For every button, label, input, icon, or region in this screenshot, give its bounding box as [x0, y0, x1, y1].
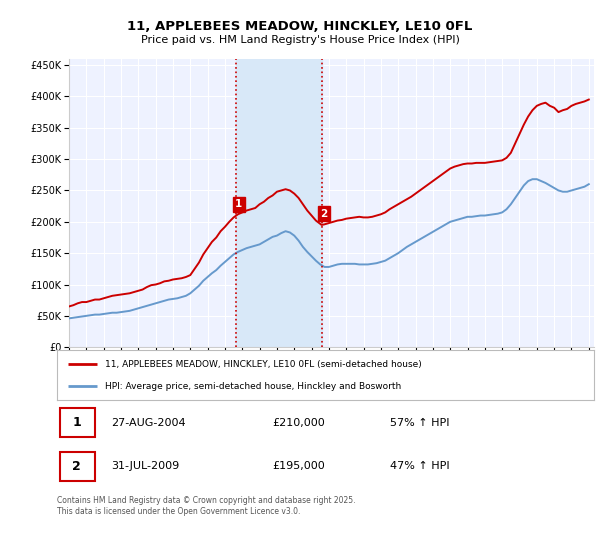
Text: 47% ↑ HPI: 47% ↑ HPI	[390, 461, 449, 472]
Text: 11, APPLEBEES MEADOW, HINCKLEY, LE10 0FL: 11, APPLEBEES MEADOW, HINCKLEY, LE10 0FL	[127, 20, 473, 32]
Text: £210,000: £210,000	[272, 418, 325, 427]
FancyBboxPatch shape	[59, 451, 95, 482]
Text: 2: 2	[73, 460, 81, 473]
Text: Contains HM Land Registry data © Crown copyright and database right 2025.
This d: Contains HM Land Registry data © Crown c…	[57, 496, 355, 516]
Text: 31-JUL-2009: 31-JUL-2009	[111, 461, 179, 472]
Text: 11, APPLEBEES MEADOW, HINCKLEY, LE10 0FL (semi-detached house): 11, APPLEBEES MEADOW, HINCKLEY, LE10 0FL…	[106, 360, 422, 368]
Text: 57% ↑ HPI: 57% ↑ HPI	[390, 418, 449, 427]
Text: 1: 1	[73, 416, 81, 429]
Text: Price paid vs. HM Land Registry's House Price Index (HPI): Price paid vs. HM Land Registry's House …	[140, 35, 460, 45]
Text: 1: 1	[235, 199, 242, 209]
FancyBboxPatch shape	[59, 408, 95, 437]
Bar	[236, 59, 322, 347]
Text: 27-AUG-2004: 27-AUG-2004	[111, 418, 185, 427]
Text: £195,000: £195,000	[272, 461, 325, 472]
Text: 2: 2	[320, 209, 328, 218]
Text: HPI: Average price, semi-detached house, Hinckley and Bosworth: HPI: Average price, semi-detached house,…	[106, 382, 401, 391]
